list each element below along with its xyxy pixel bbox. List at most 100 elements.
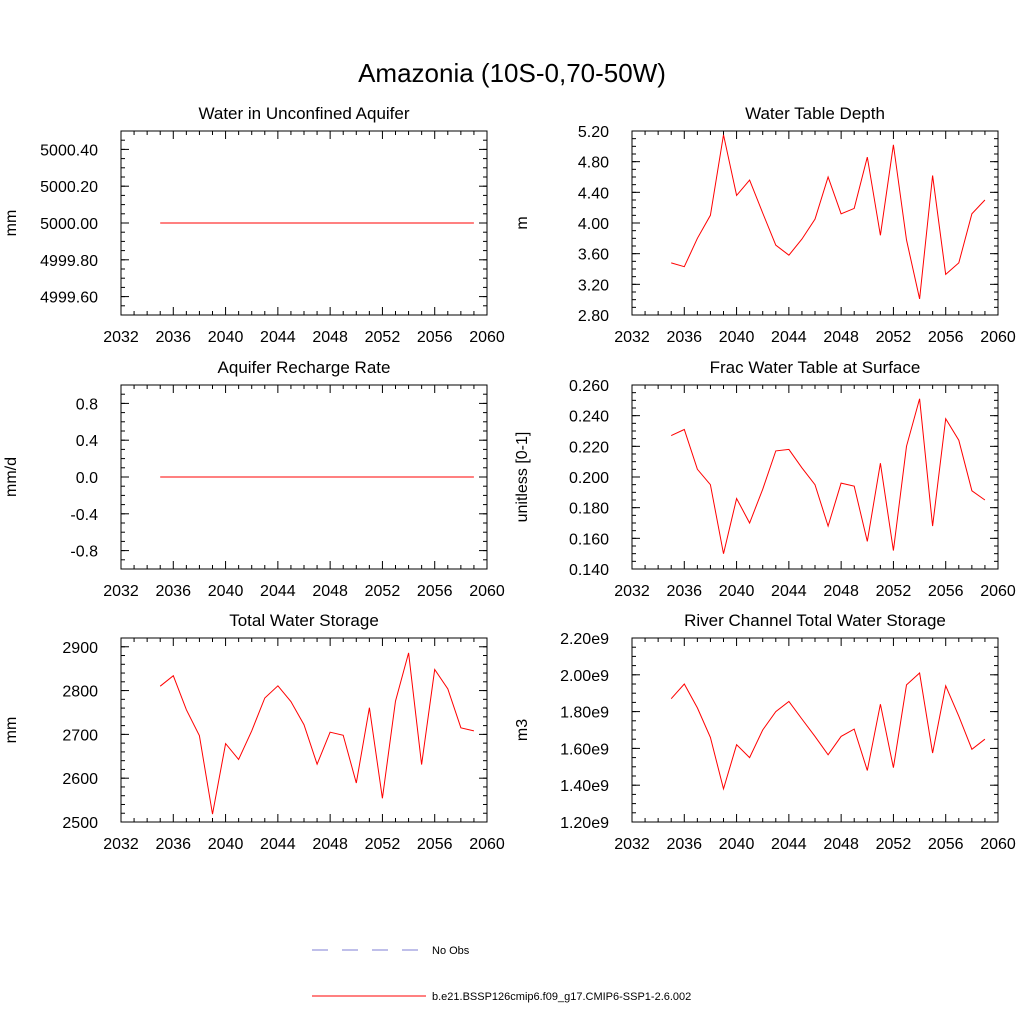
x-tick-label: 2032 [103, 329, 139, 346]
plot-frame [120, 637, 488, 823]
y-tick-label: 4999.60 [40, 290, 98, 307]
y-axis-label: mm [3, 210, 20, 237]
y-tick-label: 0.260 [569, 378, 609, 395]
y-tick-label: 0.140 [569, 562, 609, 579]
chart-panel: Water Table Depth 2032 2036 2040 2044 2048 205… [514, 104, 1016, 346]
y-axis-label: unitless [0-1] [514, 432, 531, 523]
x-tick-label: 2060 [980, 836, 1016, 853]
y-tick-label: 4.80 [578, 155, 609, 172]
y-tick-label: -0.8 [70, 544, 98, 561]
y-tick-label: 1.80e9 [560, 705, 609, 722]
x-tick-label: 2032 [614, 583, 650, 600]
x-tick-label: 2048 [312, 583, 348, 600]
y-tick-label: 4.40 [578, 185, 609, 202]
y-tick-label: 1.60e9 [560, 741, 609, 758]
x-tick-label: 2040 [208, 583, 244, 600]
x-tick-label: 2056 [417, 583, 453, 600]
panel-title: River Channel Total Water Storage [684, 611, 946, 630]
plot-frame [631, 130, 999, 316]
panel-grid: Water in Unconfined Aquifer 2032 2036 2040 2… [3, 104, 1016, 853]
y-axis-label: m3 [514, 719, 531, 741]
panel-title: Water in Unconfined Aquifer [198, 104, 409, 123]
x-tick-label: 2044 [260, 329, 296, 346]
x-tick-label: 2048 [823, 329, 859, 346]
series-line [671, 134, 986, 300]
x-tick-label: 2056 [417, 836, 453, 853]
y-axis-label: mm/d [3, 457, 20, 497]
y-tick-label: 0.8 [76, 396, 98, 413]
y-tick-label: 1.20e9 [560, 815, 609, 832]
y-axis-label: mm [3, 717, 20, 744]
y-tick-label: 2500 [62, 815, 98, 832]
x-tick-label: 2052 [876, 836, 912, 853]
x-tick-label: 2060 [980, 583, 1016, 600]
y-tick-label: 2.00e9 [560, 668, 609, 685]
panel-title: Water Table Depth [745, 104, 885, 123]
x-tick-label: 2052 [876, 583, 912, 600]
y-tick-label: 5000.40 [40, 142, 98, 159]
y-tick-label: 0.4 [76, 433, 98, 450]
chart-panel: River Channel Total Water Storage 2032 203… [514, 611, 1016, 853]
y-tick-label: 3.20 [578, 277, 609, 294]
x-tick-label: 2060 [980, 329, 1016, 346]
series-line [670, 398, 986, 554]
x-tick-label: 2036 [666, 583, 702, 600]
y-tick-label: 0.180 [569, 501, 609, 518]
y-tick-label: 2900 [62, 640, 98, 657]
x-tick-label: 2052 [365, 583, 401, 600]
series-line [670, 672, 986, 791]
x-tick-label: 2040 [719, 583, 755, 600]
x-tick-label: 2040 [719, 329, 755, 346]
x-tick-label: 2060 [469, 836, 505, 853]
x-tick-label: 2056 [928, 329, 964, 346]
x-tick-label: 2060 [469, 329, 505, 346]
y-tick-label: 2600 [62, 771, 98, 788]
series-line [159, 652, 475, 815]
x-tick-label: 2048 [312, 329, 348, 346]
x-tick-label: 2036 [155, 836, 191, 853]
legend-label-no-obs: No Obs [432, 945, 470, 957]
x-tick-label: 2044 [771, 836, 807, 853]
x-tick-label: 2052 [876, 329, 912, 346]
panel-title: Frac Water Table at Surface [710, 358, 921, 377]
y-tick-label: 0.0 [76, 470, 98, 487]
y-tick-label: 4999.80 [40, 253, 98, 270]
y-tick-label: 0.220 [569, 439, 609, 456]
x-tick-label: 2056 [928, 836, 964, 853]
x-tick-label: 2056 [417, 329, 453, 346]
y-tick-label: 5000.00 [40, 216, 98, 233]
x-tick-label: 2036 [666, 836, 702, 853]
x-tick-label: 2036 [666, 329, 702, 346]
y-tick-label: 1.40e9 [560, 778, 609, 795]
y-tick-label: 2.80 [578, 308, 609, 325]
panel-title: Aquifer Recharge Rate [218, 358, 391, 377]
x-tick-label: 2048 [823, 583, 859, 600]
y-axis-label: m [514, 216, 531, 229]
chart-panel: Water in Unconfined Aquifer 2032 2036 2040 2… [3, 104, 505, 346]
plot-frame [631, 637, 999, 823]
y-tick-label: 4.00 [578, 216, 609, 233]
chart-panel: Total Water Storage 2032 2036 2040 2044 2048 2… [3, 611, 505, 853]
x-tick-label: 2044 [260, 836, 296, 853]
y-tick-label: 0.160 [569, 531, 609, 548]
x-tick-label: 2044 [771, 329, 807, 346]
y-tick-label: 5000.20 [40, 179, 98, 196]
legend-label-model: b.e21.BSSP126cmip6.f09_g17.CMIP6-SSP1-2.… [432, 991, 691, 1003]
y-tick-label: 3.60 [578, 247, 609, 264]
x-tick-label: 2060 [469, 583, 505, 600]
plot-frame [631, 384, 999, 570]
x-tick-label: 2032 [614, 836, 650, 853]
y-tick-label: 0.200 [569, 470, 609, 487]
chart-panel: Frac Water Table at Surface 2032 2036 2040 2… [514, 358, 1016, 600]
y-tick-label: 0.240 [569, 409, 609, 426]
panel-title: Total Water Storage [229, 611, 379, 630]
x-tick-label: 2040 [719, 836, 755, 853]
x-tick-label: 2048 [823, 836, 859, 853]
chart-panel: Aquifer Recharge Rate 2032 2036 2040 2044 204… [3, 358, 505, 600]
x-tick-label: 2056 [928, 583, 964, 600]
y-tick-label: 5.20 [578, 124, 609, 141]
x-tick-label: 2032 [614, 329, 650, 346]
y-tick-label: -0.4 [70, 507, 98, 524]
x-tick-label: 2044 [771, 583, 807, 600]
